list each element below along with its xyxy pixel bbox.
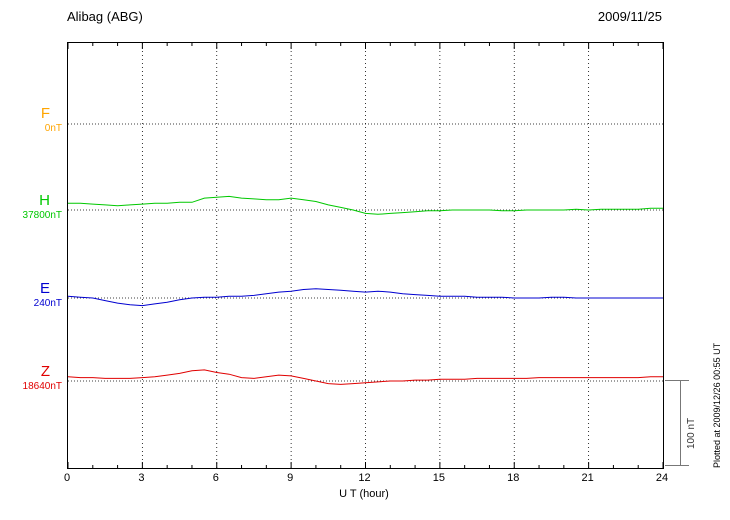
x-axis-label: U T (hour) bbox=[339, 488, 389, 500]
x-axis-tick-labels: 0 3 6 9 12 15 18 21 24 bbox=[59, 472, 670, 484]
x-tick: 3 bbox=[138, 472, 145, 484]
plot-area bbox=[67, 42, 664, 469]
x-tick: 15 bbox=[432, 472, 445, 484]
magnetogram-plot bbox=[68, 43, 663, 468]
series-baseline-z: 18640nT bbox=[22, 381, 62, 392]
series-label-h: H bbox=[39, 192, 50, 209]
x-tick: 18 bbox=[507, 472, 520, 484]
station-title: Alibag (ABG) bbox=[67, 9, 143, 24]
x-tick: 9 bbox=[287, 472, 294, 484]
x-tick: 24 bbox=[655, 472, 669, 484]
series-baseline-f: 0nT bbox=[44, 123, 62, 134]
x-tick: 21 bbox=[581, 472, 594, 484]
scale-bar-bottom-cap bbox=[665, 465, 689, 466]
scale-bar-label: 100 nT bbox=[686, 417, 697, 449]
x-tick: 12 bbox=[358, 472, 371, 484]
series-label-e: E bbox=[39, 280, 50, 297]
series-label-z: Z bbox=[40, 363, 50, 380]
series-baseline-e: 240nT bbox=[33, 298, 62, 309]
scale-bar-top-cap bbox=[665, 380, 689, 381]
plotted-at-note: Plotted at 2009/12/26 00:55 UT bbox=[712, 342, 722, 468]
x-tick: 6 bbox=[212, 472, 219, 484]
series-baseline-h: 37800nT bbox=[22, 210, 62, 221]
date-label: 2009/11/25 bbox=[597, 9, 662, 24]
series-label-f: F bbox=[40, 105, 50, 122]
scale-bar-line bbox=[680, 380, 681, 466]
x-tick: 0 bbox=[63, 472, 71, 484]
